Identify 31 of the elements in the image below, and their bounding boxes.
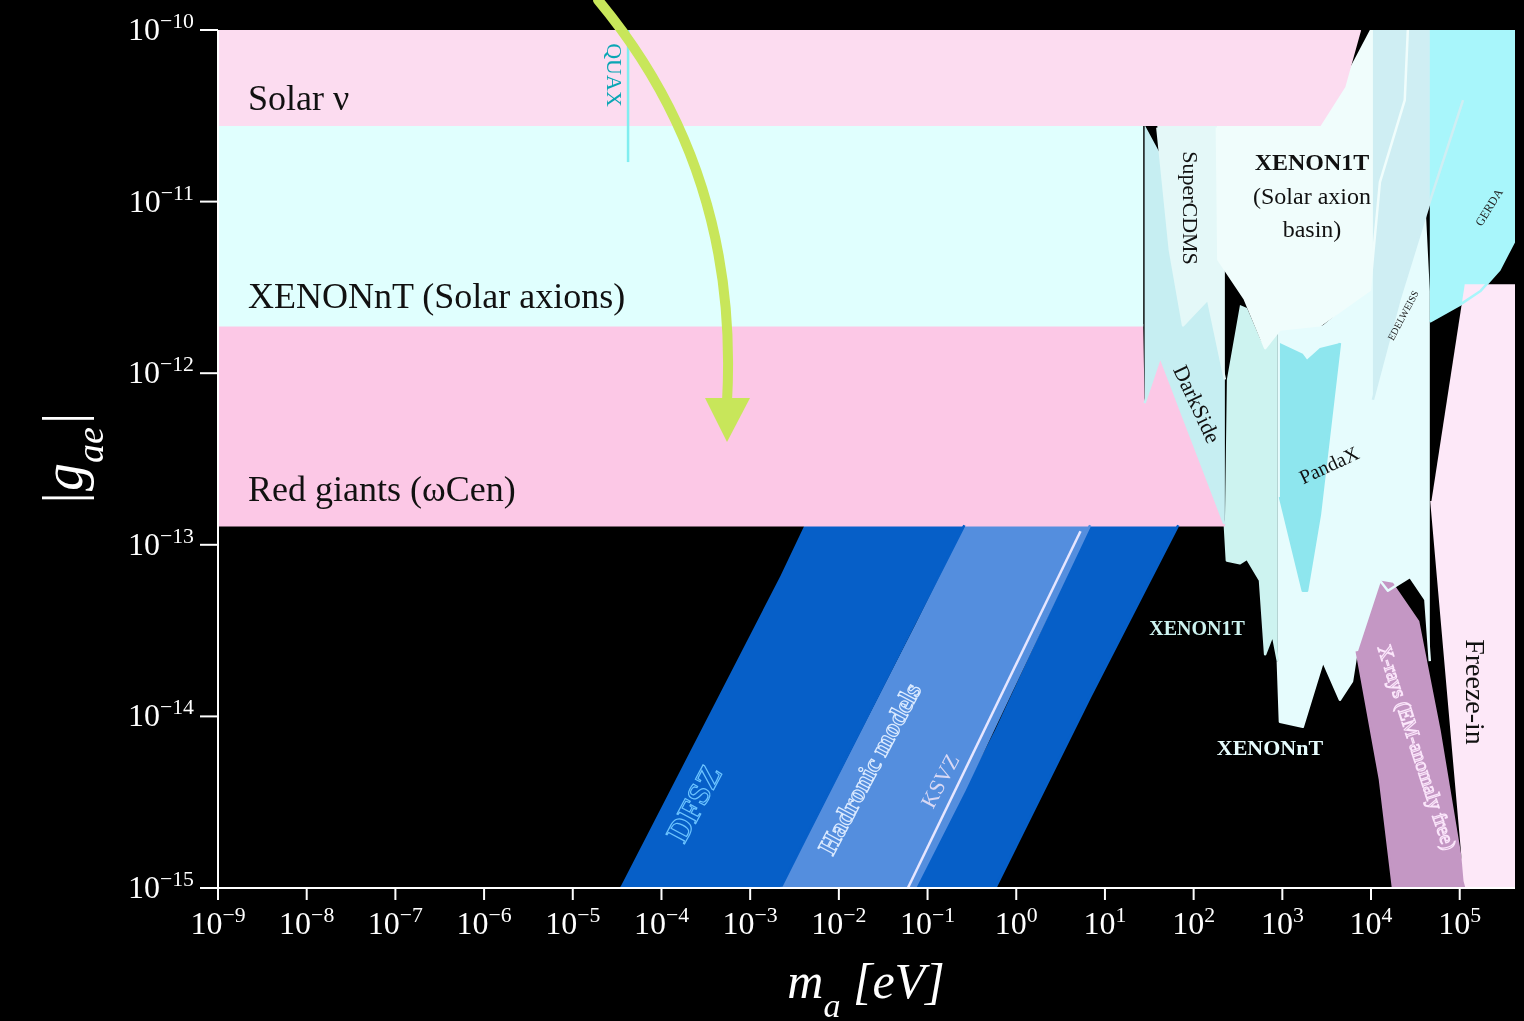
x-tick-label: 10$^{−7}$: [367, 903, 424, 941]
y-tick-label: 10$^{−13}$: [127, 523, 195, 562]
x-tick-label: 10$^{2}$: [1172, 903, 1216, 941]
series-label: Red giants (ωCen): [248, 469, 516, 510]
x-tick-label: 10$^{5}$: [1438, 903, 1482, 941]
y-tick-label: 10$^{−10}$: [127, 9, 195, 47]
y-tick-label: 10$^{−11}$: [128, 180, 194, 219]
x-tick-label: 10$^{−9}$: [190, 903, 246, 941]
x-tick-label: 10$^{−3}$: [722, 903, 778, 941]
y-tick-label: 10$^{−15}$: [127, 867, 195, 905]
x-tick-label: 10$^{−2}$: [811, 903, 867, 941]
x-tick-label: 10$^{−1}$: [899, 903, 956, 941]
series-label: XENON1T (Solar axion basin): [1253, 149, 1371, 243]
series-label: Solar ν: [248, 78, 350, 119]
y-tick-label: 10$^{−12}$: [127, 352, 194, 391]
x-tick-label: 10$^{1}$: [1083, 903, 1127, 941]
series-label: XENONnT (Solar axions): [248, 276, 626, 317]
x-tick-label: 10$^{−6}$: [456, 903, 512, 941]
x-tick-label: 10$^{−4}$: [633, 903, 690, 941]
x-tick-label: 10$^{−5}$: [545, 903, 601, 941]
x-tick-label: 10$^{4}$: [1349, 903, 1393, 941]
series-label: XENONnT: [1216, 735, 1324, 761]
text: QUAX: [601, 43, 627, 107]
y-tick-label: 10$^{−14}$: [127, 695, 195, 734]
text: Freeze-in: [1459, 639, 1491, 745]
series-label: XENON1T: [1149, 616, 1246, 639]
text: SuperCDMS: [1177, 151, 1203, 265]
x-tick-label: 10$^{3}$: [1260, 903, 1304, 941]
x-axis-title: m$_{a}$ [eV]: [787, 953, 945, 1021]
x-tick-label: 10$^{−8}$: [279, 903, 335, 941]
x-tick-label: 10$^{0}$: [994, 903, 1038, 941]
